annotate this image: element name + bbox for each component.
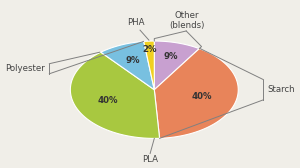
Text: 9%: 9%: [164, 52, 178, 61]
Text: 9%: 9%: [125, 56, 140, 65]
Text: PHA: PHA: [127, 18, 145, 27]
Text: Other
(blends): Other (blends): [169, 11, 205, 30]
Polygon shape: [154, 41, 199, 90]
Polygon shape: [70, 52, 160, 138]
Text: PLA: PLA: [142, 155, 158, 164]
Text: 2%: 2%: [143, 45, 157, 54]
Text: 40%: 40%: [191, 92, 212, 101]
Text: Starch: Starch: [268, 85, 295, 94]
Text: Polyester: Polyester: [5, 64, 45, 73]
Polygon shape: [101, 41, 154, 90]
Polygon shape: [154, 49, 238, 138]
Text: 40%: 40%: [97, 96, 118, 105]
Polygon shape: [144, 41, 154, 90]
